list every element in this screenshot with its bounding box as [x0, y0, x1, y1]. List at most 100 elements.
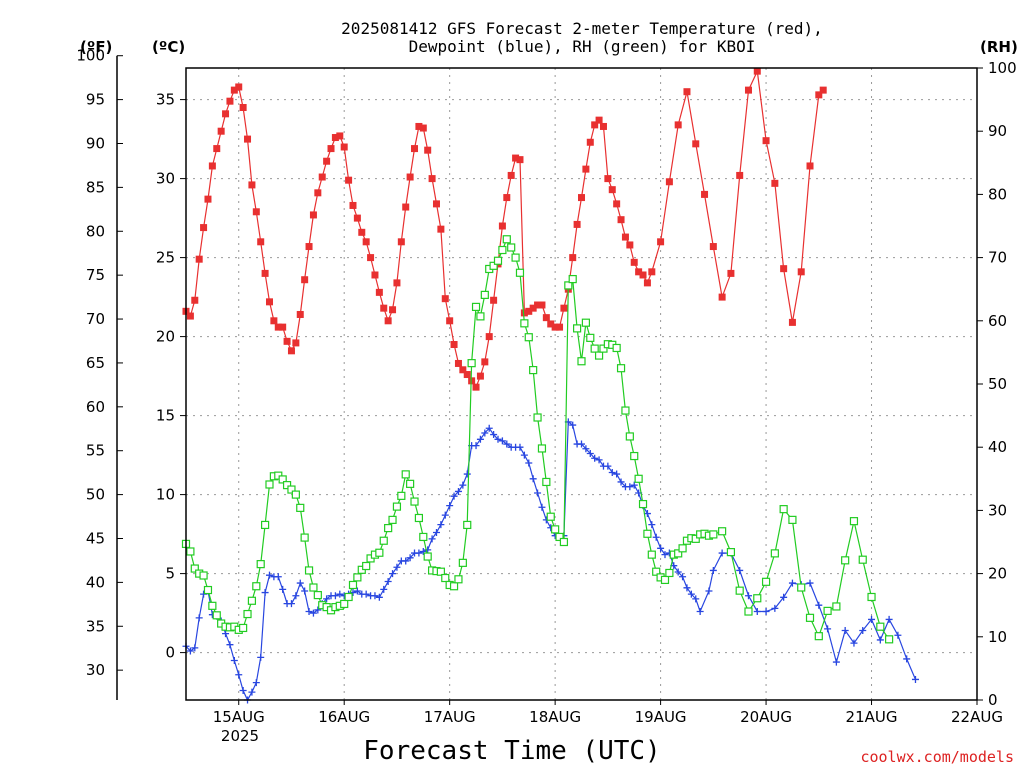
temperature-point [490, 296, 498, 304]
rh-point [379, 536, 388, 545]
temperature-point [692, 140, 700, 148]
rh-point [529, 365, 538, 375]
dewpoint-point [806, 579, 814, 587]
dewpoint-point [578, 440, 585, 448]
temperature-point [736, 171, 744, 179]
temperature-point [595, 116, 603, 124]
temperature-point [283, 337, 291, 345]
dewpoint-point [630, 481, 638, 489]
temperature-point [454, 359, 462, 367]
temperature-point [406, 173, 414, 181]
temperature-point [314, 189, 322, 197]
rh-point [340, 599, 349, 609]
temperature-point [582, 165, 590, 173]
dewpoint-point [274, 573, 282, 581]
celsius-tick-label: 5 [165, 565, 175, 583]
rh-tick-label: 0 [988, 691, 998, 709]
rh-point [287, 485, 296, 494]
rh-point [344, 592, 353, 602]
rh-point [779, 505, 788, 514]
dewpoint-point [661, 551, 669, 559]
rh-point [577, 357, 586, 366]
dewpoint-point [226, 641, 234, 649]
rh-tick-label: 80 [988, 185, 1007, 203]
rh-point [252, 582, 261, 591]
dewpoint-point [648, 521, 656, 529]
rh-point [735, 586, 744, 595]
rh-point [353, 573, 362, 582]
temperature-point [252, 208, 260, 216]
dewpoint-line [185, 420, 917, 702]
dewpoint-point [292, 592, 300, 600]
rh-point [489, 261, 498, 270]
dewpoint-point [744, 592, 752, 600]
rh-point [753, 594, 762, 603]
temperature-point [727, 269, 735, 277]
rh-point [638, 499, 648, 509]
dewpoint-point [643, 510, 651, 518]
temperature-point [718, 293, 726, 301]
rh-point [761, 577, 771, 586]
temperature-point [402, 203, 410, 211]
dewpoint-point [503, 440, 511, 448]
dewpoint-point [485, 424, 493, 432]
dewpoint-point [257, 653, 265, 661]
temperature-point [604, 175, 612, 183]
rh-point [814, 632, 823, 641]
dewpoint-point [353, 587, 361, 595]
rh-point [616, 364, 626, 373]
fahrenheit-tick-label: 70 [86, 310, 105, 328]
temperature-point [665, 178, 673, 186]
temperature-point [780, 265, 788, 273]
temperature-point [305, 243, 313, 251]
temperature-point [424, 146, 432, 154]
temperature-point [292, 339, 300, 347]
fahrenheit-unit-label: (ºF) [80, 38, 112, 56]
rh-point [581, 318, 590, 327]
rh-point [849, 517, 859, 526]
fahrenheit-tick-label: 30 [86, 661, 105, 679]
temperature-point [815, 91, 823, 99]
rh-point [678, 544, 687, 553]
dewpoint-point [762, 608, 770, 616]
rh-point [590, 344, 599, 353]
dewpoint-point [459, 481, 467, 489]
temperature-point [186, 312, 194, 320]
temperature-point [599, 122, 607, 130]
rh-point [406, 479, 415, 488]
celsius-tick-label: 35 [156, 91, 175, 109]
dewpoint-point [771, 604, 779, 612]
rh-point [190, 564, 199, 573]
temperature-point [648, 268, 656, 276]
temperature-point [367, 254, 375, 262]
dewpoint-point [696, 608, 704, 616]
dewpoint-point [608, 468, 616, 476]
rh-point [423, 552, 432, 561]
dewpoint-point [529, 475, 537, 483]
temperature-point [547, 320, 555, 328]
dewpoint-point [534, 489, 542, 497]
dewpoint-point [859, 626, 867, 634]
rh-point [573, 324, 582, 333]
dewpoint-point [200, 590, 208, 598]
temperature-point [551, 323, 559, 331]
rh-point [788, 515, 797, 524]
dewpoint-point [454, 487, 462, 495]
rh-point [436, 567, 445, 576]
celsius-tick-label: 0 [165, 644, 175, 662]
rh-point [278, 475, 287, 484]
rh-point [502, 235, 511, 244]
rh-point [467, 359, 476, 368]
rh-point [243, 609, 252, 619]
celsius-tick-label: 30 [156, 170, 175, 188]
dewpoint-point [191, 644, 199, 652]
rh-point [414, 513, 424, 523]
temperature-point [788, 318, 796, 326]
temperature-point [200, 224, 208, 232]
temperature-point [235, 83, 243, 91]
temperature-point [512, 154, 520, 162]
temperature-point [244, 135, 252, 143]
temperature-point [621, 233, 629, 241]
temperature-point [503, 194, 511, 202]
